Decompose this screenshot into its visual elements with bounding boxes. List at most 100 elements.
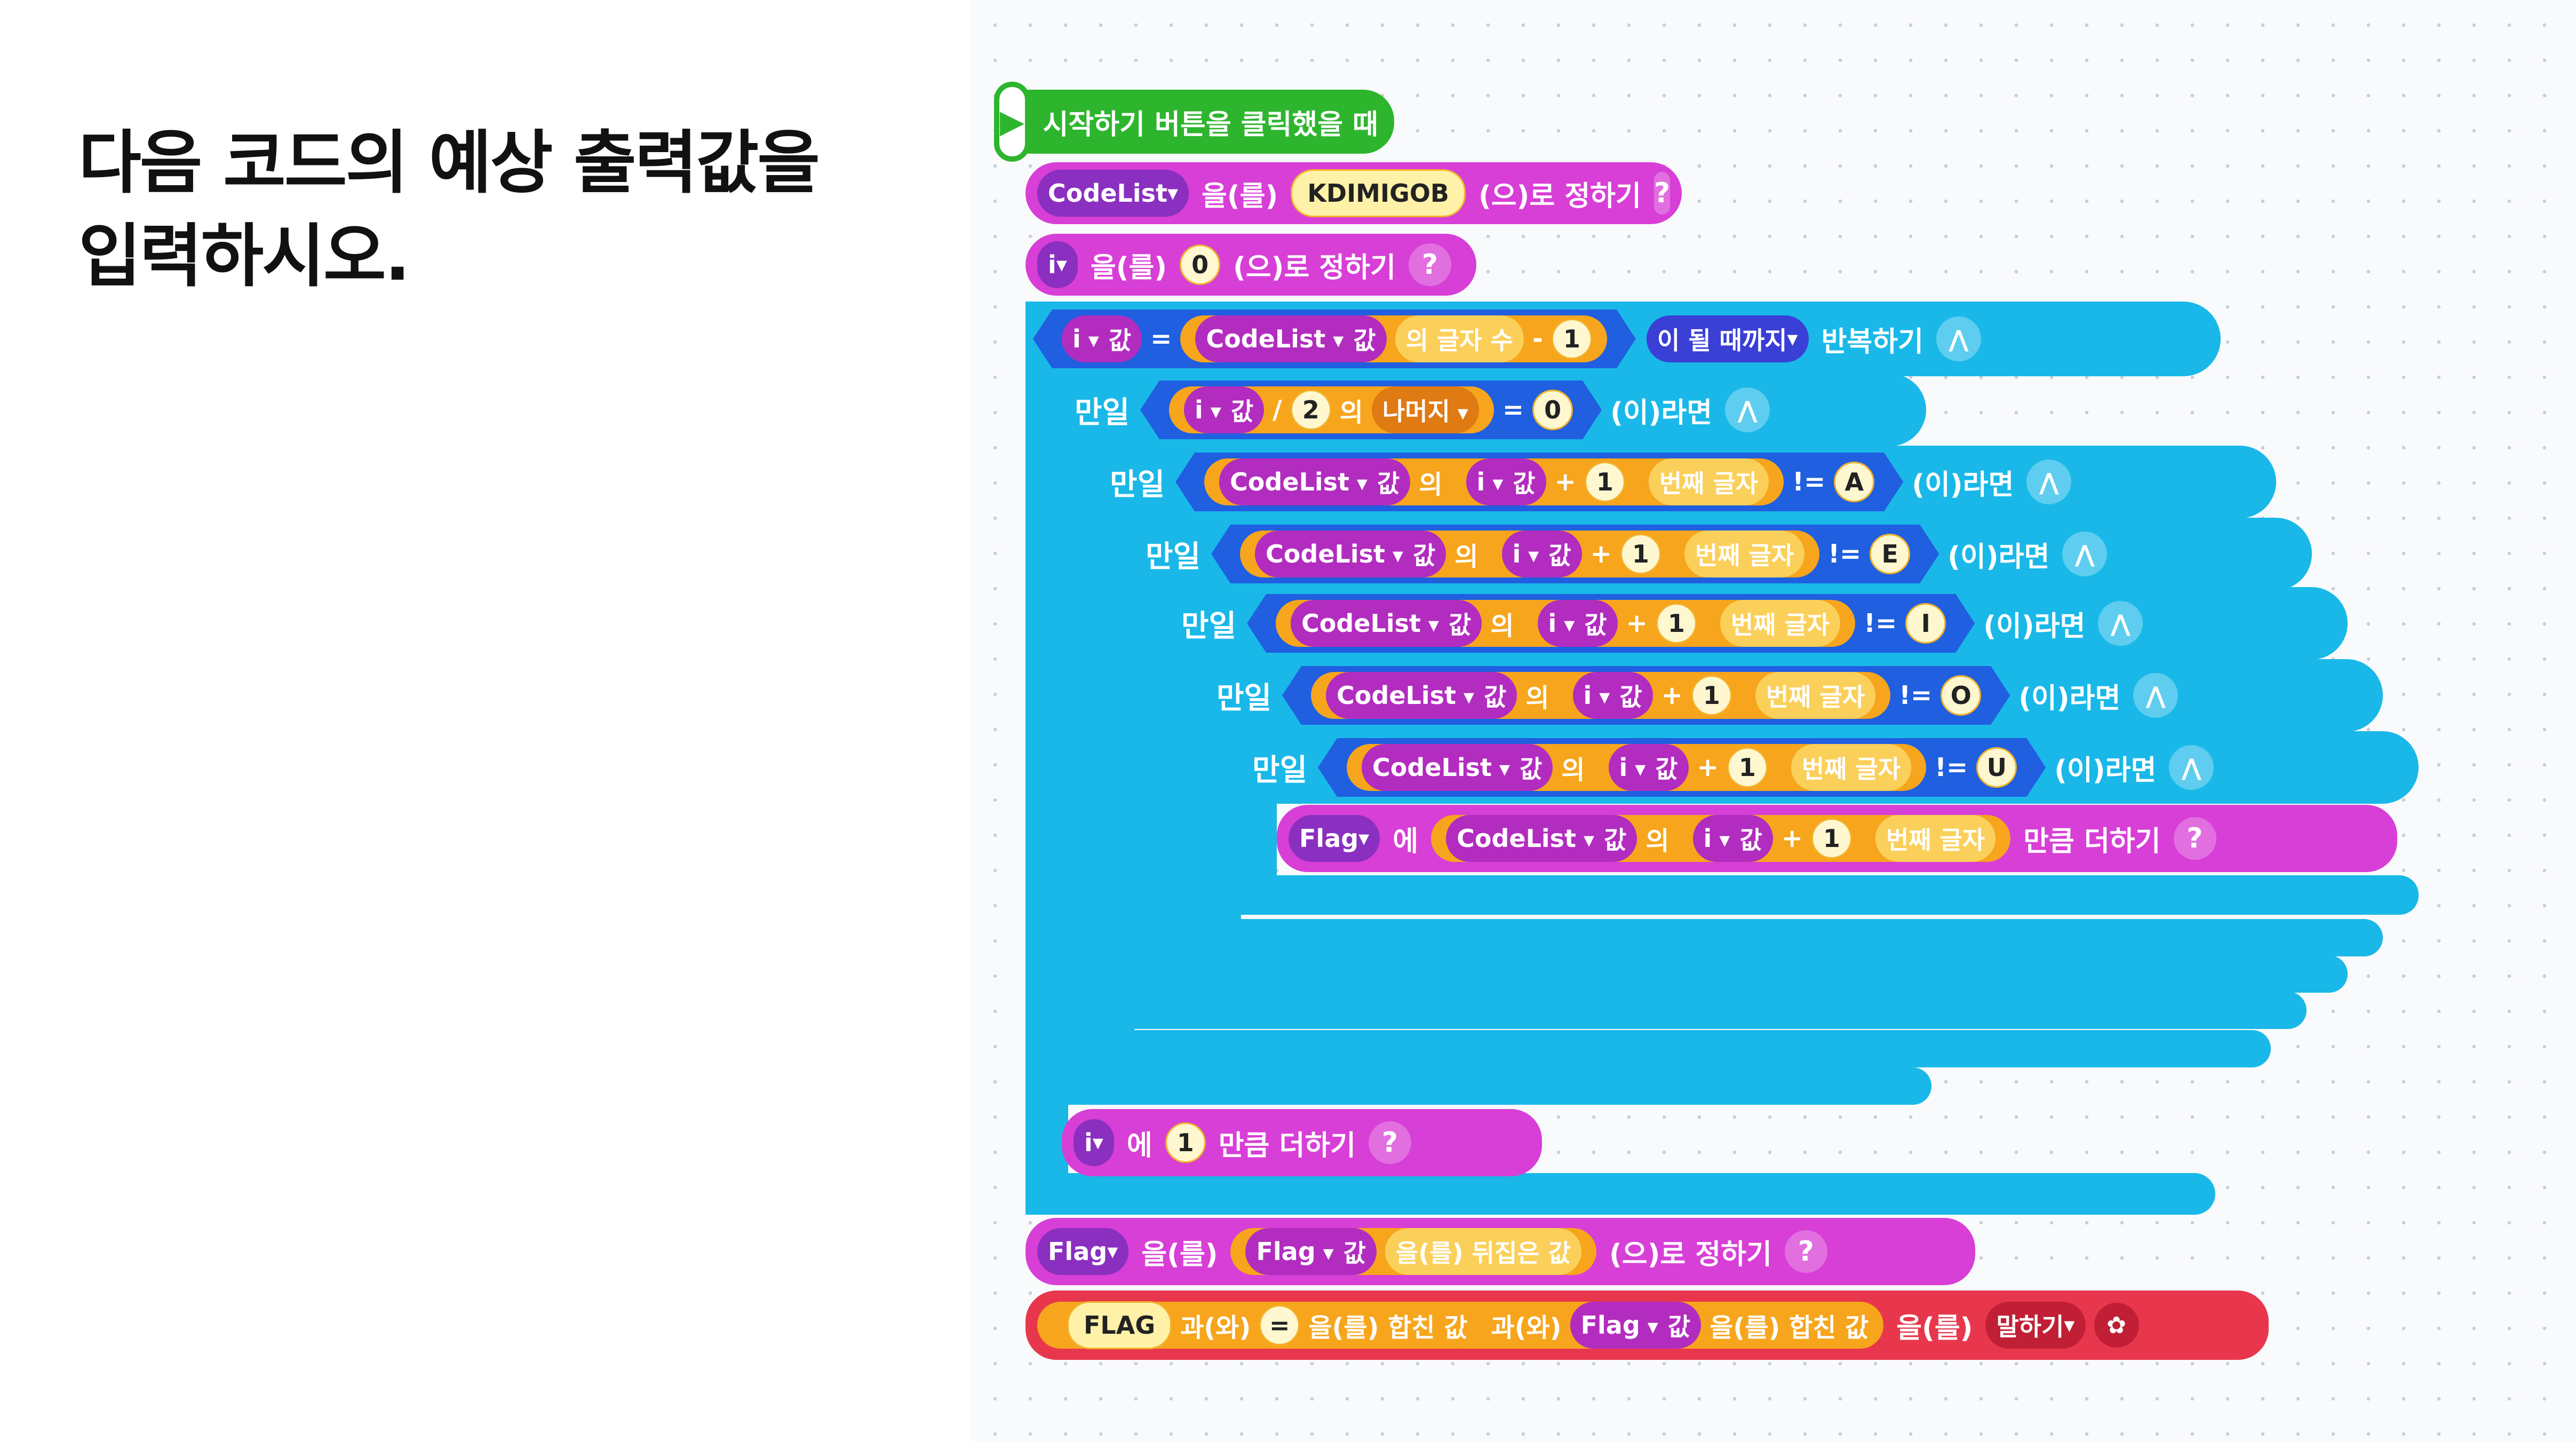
if1-block-body — [1062, 374, 1099, 1105]
letter-input[interactable]: U — [1976, 747, 2017, 788]
increment-i-block[interactable]: i 에 1 만큼 더하기 ? — [1062, 1109, 1542, 1176]
start-block[interactable]: ▶ 시작하기 버튼을 클릭했을 때 — [994, 82, 1394, 162]
nth-char-label: 번째 글자 — [1755, 672, 1875, 719]
repeat-mode-dropdown[interactable]: 이 될 때까지 — [1646, 315, 1809, 362]
if4-condition[interactable]: CodeList값 의 i값 + 1 번째 글자 != I — [1247, 594, 1975, 653]
help-icon[interactable]: ? — [1408, 243, 1451, 286]
letter-input[interactable]: O — [1941, 675, 1981, 716]
letter-input[interactable]: A — [1834, 462, 1874, 502]
say-block[interactable]: FLAG 과(와) = 을(를) 합친 값 과(와) Flag값 을(를) 합친… — [1025, 1290, 2269, 1360]
flow-icon: ⋀ — [1936, 316, 1981, 361]
if6-block[interactable]: 만일 CodeList값 의 i값 + 1 번째 글자 != U (이)라면 ⋀ — [1239, 731, 2419, 804]
codelist-value-reporter[interactable]: CodeList값 — [1446, 815, 1637, 862]
number-input[interactable]: 2 — [1291, 390, 1331, 430]
text-input[interactable]: = — [1259, 1305, 1300, 1345]
nth-char-calc[interactable]: CodeList값 의 i값 + 1 번째 글자 — [1347, 744, 1926, 791]
number-input[interactable]: 1 — [1585, 462, 1625, 502]
inner-join-calc[interactable]: FLAG 과(와) = 을(를) 합친 값 — [1052, 1301, 1483, 1349]
i-value-reporter[interactable]: i값 — [1062, 315, 1142, 362]
repeat-condition[interactable]: i값 = CodeList값 의 글자 수 - 1 — [1033, 310, 1636, 368]
add-to-flag-block[interactable]: Flag 에 CodeList값 의 i값 + 1 번째 글자 만큼 더하기 ? — [1277, 805, 2397, 872]
number-input[interactable]: 1 — [1656, 603, 1697, 644]
number-input[interactable]: 1 — [1727, 747, 1768, 788]
i-value-reporter[interactable]: i값 — [1184, 386, 1264, 433]
help-icon[interactable]: ? — [1784, 1230, 1827, 1273]
remainder-calc[interactable]: i값 / 2 의 나머지 — [1169, 386, 1494, 433]
flag-value-reporter[interactable]: Flag값 — [1570, 1302, 1702, 1349]
plus-operator: + — [1697, 753, 1719, 782]
codelist-value-reporter[interactable]: CodeList값 — [1219, 458, 1410, 505]
flag-value-reporter[interactable]: Flag값 — [1245, 1228, 1377, 1275]
code-workspace[interactable]: ▶ 시작하기 버튼을 클릭했을 때 CodeList 을(를) KDIMIGOB… — [970, 0, 2576, 1441]
if5-condition[interactable]: CodeList값 의 i값 + 1 번째 글자 != O — [1282, 666, 2010, 725]
text-input[interactable]: FLAG — [1067, 1301, 1172, 1349]
index-calc[interactable]: i값 + 1 — [1594, 744, 1783, 791]
number-input[interactable]: 1 — [1691, 675, 1732, 716]
if1-block[interactable]: 만일 i값 / 2 의 나머지 = 0 (이)라면 ⋀ — [1062, 374, 1926, 446]
help-icon[interactable]: ? — [1653, 172, 1671, 215]
number-input[interactable]: 1 — [1165, 1122, 1206, 1163]
say-mode-dropdown[interactable]: 말하기 — [1985, 1302, 2086, 1349]
value-input[interactable]: 0 — [1180, 244, 1221, 285]
set-flag-block[interactable]: Flag 을(를) Flag값 을(를) 뒤집은 값 (으)로 정하기 ? — [1025, 1218, 1975, 1285]
remainder-dropdown[interactable]: 나머지 — [1372, 386, 1479, 433]
flow-icon: ⋀ — [1725, 387, 1770, 432]
number-input[interactable]: 1 — [1811, 818, 1852, 859]
if2-condition[interactable]: CodeList값 의 i값 + 1 번째 글자 != A — [1175, 453, 1903, 511]
if5-block[interactable]: 만일 CodeList값 의 i값 + 1 번째 글자 != O (이)라면 ⋀ — [1204, 659, 2383, 732]
nth-char-calc[interactable]: CodeList값 의 i값 + 1 번째 글자 — [1276, 600, 1855, 647]
nth-char-calc[interactable]: CodeList값 의 i값 + 1 번째 글자 — [1204, 458, 1784, 505]
i-value-reporter[interactable]: i값 — [1466, 458, 1546, 505]
repeat-block[interactable]: i값 = CodeList값 의 글자 수 - 1 이 될 때까지 반복하기 ⋀ — [1025, 302, 2221, 376]
number-input[interactable]: 1 — [1620, 534, 1661, 574]
variable-dropdown[interactable]: Flag — [1037, 1228, 1129, 1275]
i-value-reporter[interactable]: i값 — [1573, 672, 1653, 719]
set-i-block[interactable]: i 을(를) 0 (으)로 정하기 ? — [1025, 234, 1476, 296]
index-calc[interactable]: i값 + 1 — [1487, 531, 1676, 577]
help-icon[interactable]: ? — [2173, 817, 2216, 860]
i-value-reporter[interactable]: i값 — [1538, 600, 1618, 647]
number-input[interactable]: 0 — [1532, 390, 1573, 430]
if6-condition[interactable]: CodeList값 의 i값 + 1 번째 글자 != U — [1318, 738, 2046, 797]
variable-dropdown[interactable]: Flag — [1289, 815, 1380, 862]
value-input[interactable]: KDIMIGOB — [1291, 169, 1466, 217]
codelist-value-reporter[interactable]: CodeList값 — [1326, 672, 1517, 719]
if3-block[interactable]: 만일 CodeList값 의 i값 + 1 번째 글자 != E (이)라면 ⋀ — [1133, 518, 2312, 590]
codelist-value-reporter[interactable]: CodeList값 — [1255, 531, 1446, 577]
variable-dropdown[interactable]: CodeList — [1037, 170, 1189, 217]
if3-condition[interactable]: CodeList값 의 i값 + 1 번째 글자 != E — [1211, 525, 1939, 583]
length-calc[interactable]: CodeList값 의 글자 수 - 1 — [1180, 315, 1607, 362]
of-label: 의 — [1645, 826, 1669, 856]
i-value-reporter[interactable]: i값 — [1692, 815, 1773, 862]
join-calc[interactable]: FLAG 과(와) = 을(를) 합친 값 과(와) Flag값 을(를) 합친… — [1037, 1301, 1884, 1349]
if1-condition[interactable]: i값 / 2 의 나머지 = 0 — [1140, 381, 1602, 439]
codelist-value-reporter[interactable]: CodeList값 — [1291, 600, 1482, 647]
i-value-reporter[interactable]: i값 — [1609, 744, 1689, 791]
variable-dropdown[interactable]: i — [1037, 241, 1078, 288]
help-icon[interactable]: ? — [1369, 1121, 1412, 1164]
number-input[interactable]: 1 — [1552, 319, 1592, 359]
if2-block[interactable]: 만일 CodeList값 의 i값 + 1 번째 글자 != A (이)라면 ⋀ — [1097, 446, 2276, 518]
variable-dropdown[interactable]: i — [1074, 1119, 1114, 1166]
play-icon: ▶ — [994, 82, 1030, 162]
i-value-reporter[interactable]: i값 — [1502, 531, 1582, 577]
flow-icon: ⋀ — [2026, 460, 2072, 504]
letter-input[interactable]: I — [1905, 603, 1946, 644]
set-suffix: (으)로 정하기 — [1233, 251, 1396, 284]
index-calc[interactable]: i값 + 1 — [1451, 458, 1640, 505]
then-label: (이)라면 — [2054, 754, 2157, 787]
index-calc[interactable]: i값 + 1 — [1523, 600, 1712, 647]
set-codelist-block[interactable]: CodeList 을(를) KDIMIGOB (으)로 정하기 ? — [1025, 162, 1682, 224]
nth-char-calc[interactable]: CodeList값 의 i값 + 1 번째 글자 — [1431, 815, 2011, 862]
index-calc[interactable]: i값 + 1 — [1558, 672, 1747, 719]
codelist-value-reporter[interactable]: CodeList값 — [1195, 315, 1386, 362]
looks-icon: ✿ — [2094, 1303, 2139, 1348]
reverse-calc[interactable]: Flag값 을(를) 뒤집은 값 — [1230, 1228, 1596, 1275]
index-calc[interactable]: i값 + 1 — [1677, 815, 1867, 862]
if4-block[interactable]: 만일 CodeList값 의 i값 + 1 번째 글자 != I (이)라면 ⋀ — [1168, 587, 2348, 660]
repeat-block-body[interactable] — [1025, 302, 1068, 1214]
nth-char-calc[interactable]: CodeList값 의 i값 + 1 번째 글자 — [1240, 531, 1819, 577]
letter-input[interactable]: E — [1870, 534, 1910, 574]
nth-char-calc[interactable]: CodeList값 의 i값 + 1 번째 글자 — [1311, 672, 1890, 719]
codelist-value-reporter[interactable]: CodeList값 — [1362, 744, 1553, 791]
